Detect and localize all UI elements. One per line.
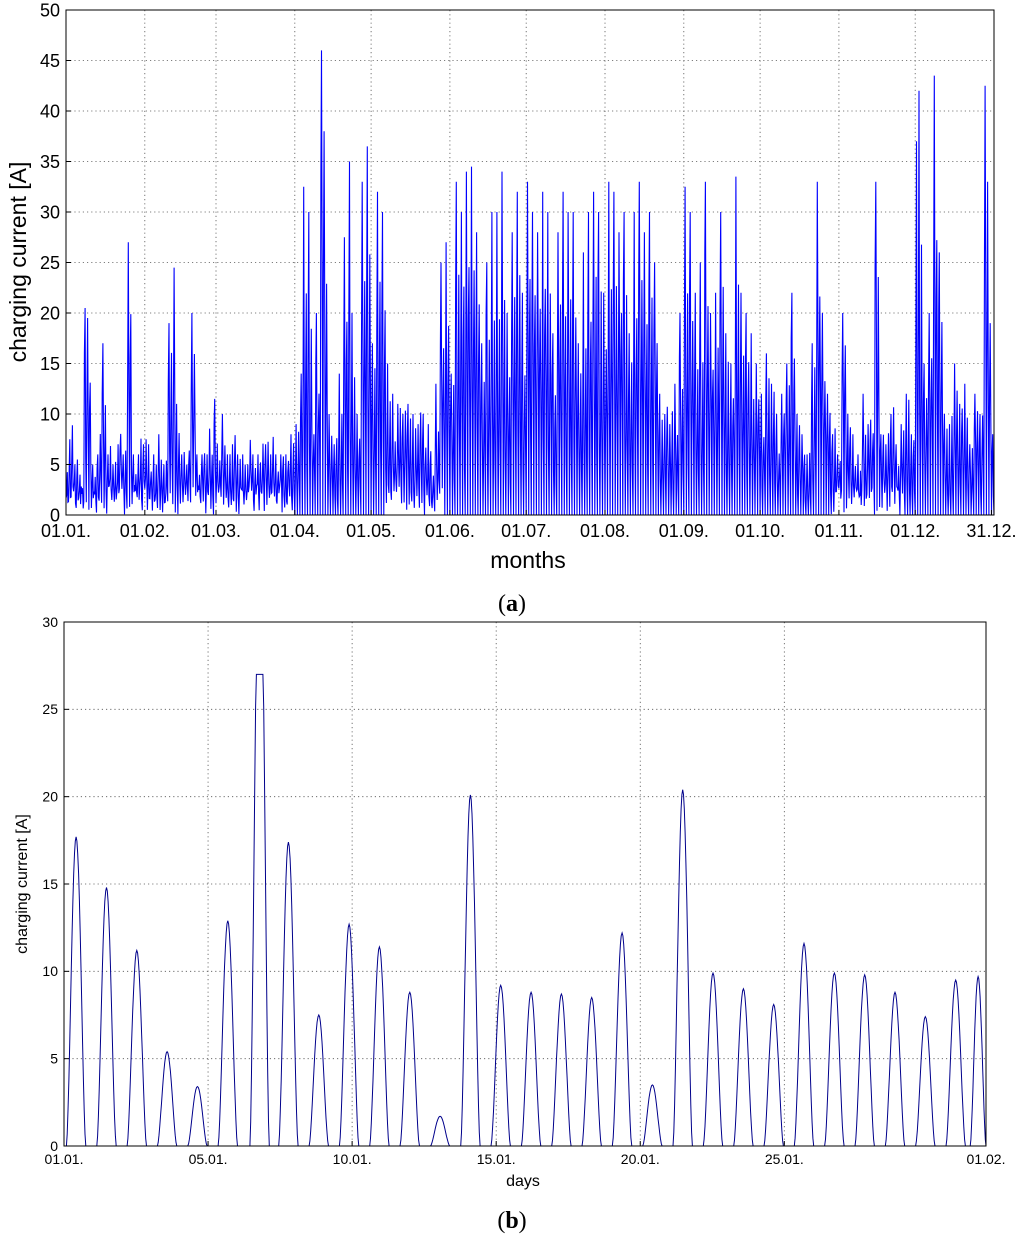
- chart-a-series: [65, 50, 995, 516]
- y-tick-label: 30: [40, 202, 60, 222]
- chart-b-line: [64, 673, 987, 1147]
- chart-b-plot-area: [64, 622, 986, 1146]
- y-tick-label: 45: [40, 51, 60, 71]
- y-tick-label: 20: [40, 303, 60, 323]
- x-tick-label: 25.01.: [765, 1151, 804, 1167]
- x-tick-label: 01.03.: [191, 521, 241, 541]
- x-tick-label: 01.07.: [501, 521, 551, 541]
- x-tick-label: 05.01.: [189, 1151, 228, 1167]
- chart-b-series: [64, 673, 987, 1147]
- x-tick-label: 01.02.: [120, 521, 170, 541]
- y-tick-label: 25: [40, 253, 60, 273]
- panel-label-b: (b): [497, 1208, 526, 1234]
- x-tick-label: 01.12.: [890, 521, 940, 541]
- x-tick-label: 10.01.: [333, 1151, 372, 1167]
- x-tick-label: 01.08.: [580, 521, 630, 541]
- x-tick-label: 01.02.: [967, 1151, 1006, 1167]
- y-tick-label: 15: [40, 354, 60, 374]
- x-tick-label: 01.01.: [45, 1151, 84, 1167]
- x-tick-label: 01.11.: [815, 521, 864, 541]
- x-tick-label: 31.12.: [966, 521, 1016, 541]
- panel-label-a: (a): [498, 591, 526, 617]
- y-tick-label: 35: [40, 152, 60, 172]
- x-tick-label: 01.04.: [270, 521, 320, 541]
- y-tick-label: 0: [50, 505, 60, 525]
- chart-a-x-axis-label: months: [490, 547, 565, 573]
- x-tick-label: 01.10.: [735, 521, 785, 541]
- chart-b-y-ticks: 0 5 10 15 20 25 30: [42, 614, 69, 1154]
- y-tick-label: 5: [50, 455, 60, 475]
- chart-b: 0 5 10 15 20 25 30 01.01. 05.01. 10.01. 15.01. 20.…: [14, 614, 1005, 1234]
- x-tick-label: 20.01.: [621, 1151, 660, 1167]
- y-tick-label: 20: [42, 789, 58, 805]
- chart-a-x-ticks: 01.01. 01.02. 01.03. 01.04. 01.05. 01.06. 01.0…: [41, 510, 1016, 541]
- chart-b-x-axis-label: days: [506, 1173, 540, 1190]
- y-tick-label: 10: [40, 404, 60, 424]
- chart-a-line: [65, 50, 995, 516]
- chart-a-y-axis-label: charging current [A]: [5, 162, 31, 363]
- y-tick-label: 10: [42, 963, 58, 979]
- y-tick-label: 15: [42, 876, 58, 892]
- x-tick-label: 01.09.: [659, 521, 709, 541]
- y-tick-label: 25: [42, 701, 58, 717]
- y-tick-label: 30: [42, 614, 58, 630]
- y-tick-label: 5: [50, 1051, 58, 1067]
- x-tick-label: 15.01.: [477, 1151, 516, 1167]
- chart-a-y-ticks: 0 5 10 15 20 25 30 35 40 45 50: [40, 0, 71, 525]
- chart-b-x-ticks: 01.01. 05.01. 10.01. 15.01. 20.01. 25.01. 01.0…: [45, 1141, 1006, 1167]
- x-tick-label: 01.06.: [425, 521, 475, 541]
- x-tick-label: 01.05.: [346, 521, 396, 541]
- y-tick-label: 0: [50, 1138, 58, 1154]
- y-tick-label: 40: [40, 101, 60, 121]
- chart-b-y-axis-label: charging current [A]: [14, 814, 31, 954]
- x-tick-label: 01.01.: [41, 521, 91, 541]
- y-tick-label: 50: [40, 0, 60, 20]
